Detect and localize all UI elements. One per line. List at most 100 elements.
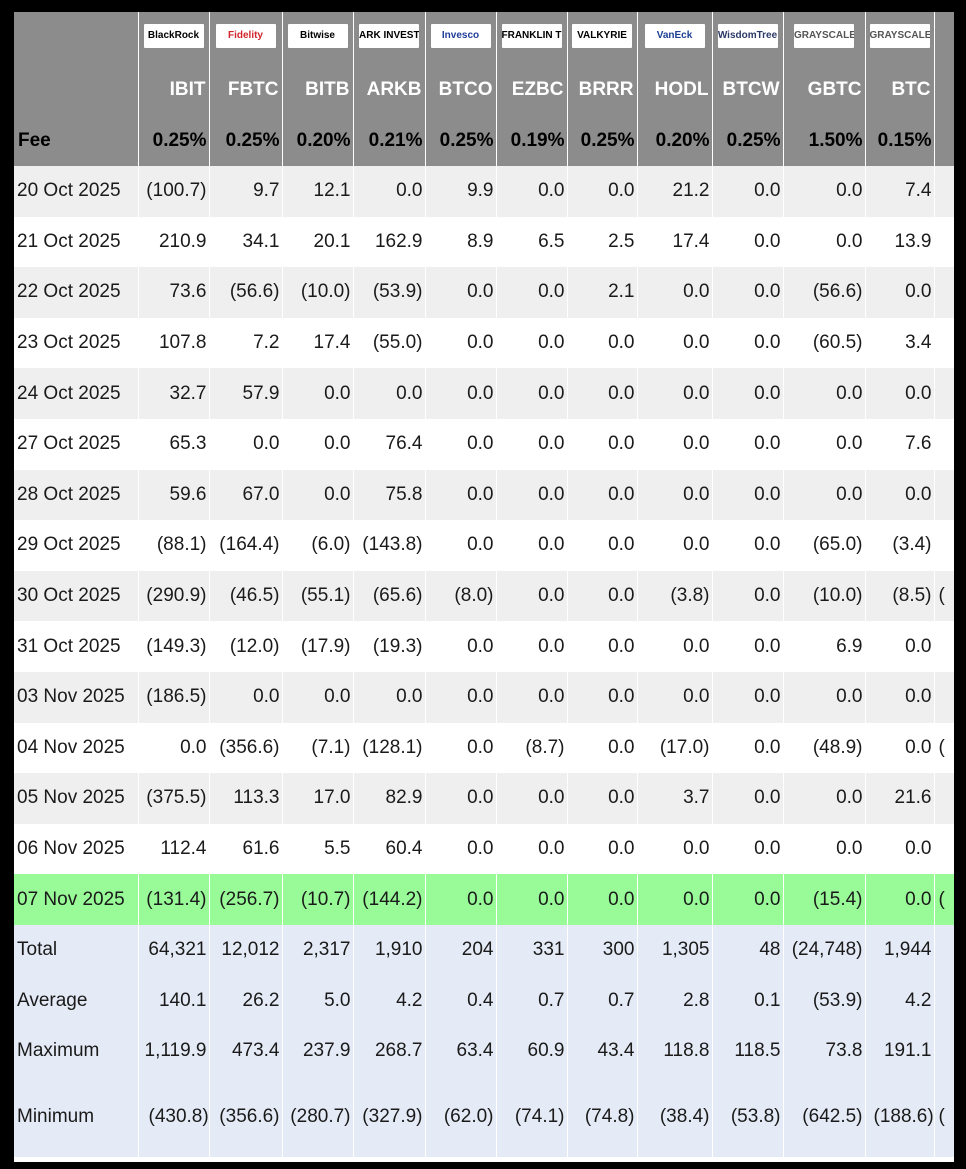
flow-value: 0.0 bbox=[282, 418, 354, 470]
ticker-row: IBIT FBTC BITB ARKB BTCO EZBC BRRR HODL BTCW GBTC… bbox=[14, 64, 954, 115]
flow-value: (256.7) bbox=[209, 874, 283, 925]
flow-value: 0.0 bbox=[567, 773, 638, 824]
flow-value: 0.0 bbox=[712, 823, 784, 875]
flow-value: 0.0 bbox=[637, 267, 713, 318]
summary-value: 4.2 bbox=[353, 975, 426, 1027]
flow-value: 2.5 bbox=[567, 216, 638, 268]
flow-value: 0.0 bbox=[637, 469, 713, 521]
flow-value: 0.0 bbox=[496, 874, 568, 925]
flow-value: 0.0 bbox=[425, 520, 497, 571]
flow-value: 0.0 bbox=[496, 773, 568, 824]
ticker-header: FBTC bbox=[209, 64, 283, 115]
fee-label: Fee bbox=[14, 115, 139, 166]
issuer-logo-cell: GRAYSCALE bbox=[783, 12, 866, 64]
summary-value: 1,944 bbox=[865, 924, 935, 976]
flow-value: 0.0 bbox=[567, 166, 638, 217]
summary-label: Total bbox=[14, 924, 139, 976]
flow-value: 0.0 bbox=[496, 368, 568, 419]
flow-value: 0.0 bbox=[637, 368, 713, 419]
summary-value: 300 bbox=[567, 924, 638, 976]
flow-value: 0.0 bbox=[865, 722, 935, 774]
issuer-logo-cell: VanEck bbox=[637, 12, 713, 64]
summary-value: 26.2 bbox=[209, 975, 283, 1027]
fee-value: 0.20% bbox=[282, 115, 354, 166]
flow-value: (55.1) bbox=[282, 570, 354, 622]
flow-value: 60.4 bbox=[353, 823, 426, 875]
flow-value: 0.0 bbox=[209, 418, 283, 470]
issuer-logo-cell: Bitwise bbox=[282, 12, 354, 64]
ticker-header: BTCO bbox=[425, 64, 497, 115]
summary-value: 73.8 bbox=[783, 1026, 866, 1077]
flow-value: (10.0) bbox=[783, 570, 866, 622]
row-date: 21 Oct 2025 bbox=[14, 216, 139, 268]
flow-value: 0.0 bbox=[712, 267, 784, 318]
flow-value: 0.0 bbox=[783, 823, 866, 875]
flow-value: (8.0) bbox=[425, 570, 497, 622]
summary-value: (280.7) bbox=[282, 1076, 354, 1157]
table-row: 28 Oct 2025 59.6 67.0 0.0 75.8 0.0 0.0 0.0 0.0 0.… bbox=[14, 469, 954, 521]
flow-value: (6.0) bbox=[282, 520, 354, 571]
ticker-header: BRRR bbox=[567, 64, 638, 115]
row-date: 07 Nov 2025 bbox=[14, 874, 139, 925]
summary-value: 1,910 bbox=[353, 924, 426, 976]
summary-value: 0.1 bbox=[712, 975, 784, 1027]
flow-value: 21.2 bbox=[637, 166, 713, 217]
row-date: 06 Nov 2025 bbox=[14, 823, 139, 875]
flow-value: 0.0 bbox=[282, 469, 354, 521]
flow-value: 0.0 bbox=[865, 368, 935, 419]
fee-value: 0.25% bbox=[138, 115, 210, 166]
issuer-logo: Bitwise bbox=[287, 23, 348, 48]
flow-value: 61.6 bbox=[209, 823, 283, 875]
overflow-value bbox=[934, 418, 954, 470]
summary-value: 1,119.9 bbox=[138, 1026, 210, 1077]
summary-value: 191.1 bbox=[865, 1026, 935, 1077]
flow-value: 0.0 bbox=[425, 722, 497, 774]
summary-value: 0.4 bbox=[425, 975, 497, 1027]
issuer-logo: ARK INVEST bbox=[359, 23, 419, 48]
flow-value: 0.0 bbox=[353, 166, 426, 217]
overflow-value bbox=[934, 520, 954, 571]
summary-value: (53.8) bbox=[712, 1076, 784, 1157]
flow-value: 0.0 bbox=[496, 671, 568, 723]
flow-value: 0.0 bbox=[496, 621, 568, 672]
issuer-logo: WisdomTree bbox=[717, 23, 778, 48]
flow-value: (186.5) bbox=[138, 671, 210, 723]
flow-value: (375.5) bbox=[138, 773, 210, 824]
summary-value: (74.8) bbox=[567, 1076, 638, 1157]
flow-value: (149.3) bbox=[138, 621, 210, 672]
issuer-logo-cell: VALKYRIE bbox=[567, 12, 638, 64]
flow-value: 0.0 bbox=[425, 773, 497, 824]
flow-value: 0.0 bbox=[567, 368, 638, 419]
flow-value: 0.0 bbox=[783, 216, 866, 268]
overflow-value bbox=[934, 924, 954, 976]
flow-value: 21.6 bbox=[865, 773, 935, 824]
table-row: 30 Oct 2025 (290.9) (46.5) (55.1) (65.6) (8.0… bbox=[14, 570, 954, 622]
issuer-logo-row: BlackRock Fidelity Bitwise ARK INVEST Invesc… bbox=[14, 12, 954, 64]
table-row: 20 Oct 2025 (100.7) 9.7 12.1 0.0 9.9 0.0 0.0 21.… bbox=[14, 166, 954, 217]
flow-value: 67.0 bbox=[209, 469, 283, 521]
overflow-value: ( bbox=[934, 1076, 954, 1157]
fee-row: Fee 0.25% 0.25% 0.20% 0.21% 0.25% 0.19% 0.25% 0.… bbox=[14, 115, 954, 166]
flow-value: 0.0 bbox=[712, 368, 784, 419]
issuer-logo: Invesco bbox=[430, 23, 491, 48]
issuer-logo-cell: WisdomTree bbox=[712, 12, 784, 64]
issuer-logo: GRAYSCALE bbox=[794, 23, 854, 48]
flow-value: 0.0 bbox=[712, 317, 784, 369]
flow-value: (144.2) bbox=[353, 874, 426, 925]
etf-flow-table-frame: BlackRock Fidelity Bitwise ARK INVEST Invesc… bbox=[14, 12, 954, 1162]
issuer-logo: BlackRock bbox=[143, 23, 204, 48]
flow-value: 0.0 bbox=[712, 621, 784, 672]
flow-value: (17.9) bbox=[282, 621, 354, 672]
flow-value: 75.8 bbox=[353, 469, 426, 521]
ticker-header: HODL bbox=[637, 64, 713, 115]
flow-value: 0.0 bbox=[567, 469, 638, 521]
flow-value: (46.5) bbox=[209, 570, 283, 622]
flow-value: 0.0 bbox=[783, 469, 866, 521]
flow-value: (53.9) bbox=[353, 267, 426, 318]
summary-value: 2,317 bbox=[282, 924, 354, 976]
flow-value: 0.0 bbox=[637, 671, 713, 723]
flow-value: 6.9 bbox=[783, 621, 866, 672]
flow-value: 0.0 bbox=[567, 317, 638, 369]
summary-row: Total 64,321 12,012 2,317 1,910 204 331 300 1,30… bbox=[14, 924, 954, 976]
fee-value: 0.21% bbox=[353, 115, 426, 166]
